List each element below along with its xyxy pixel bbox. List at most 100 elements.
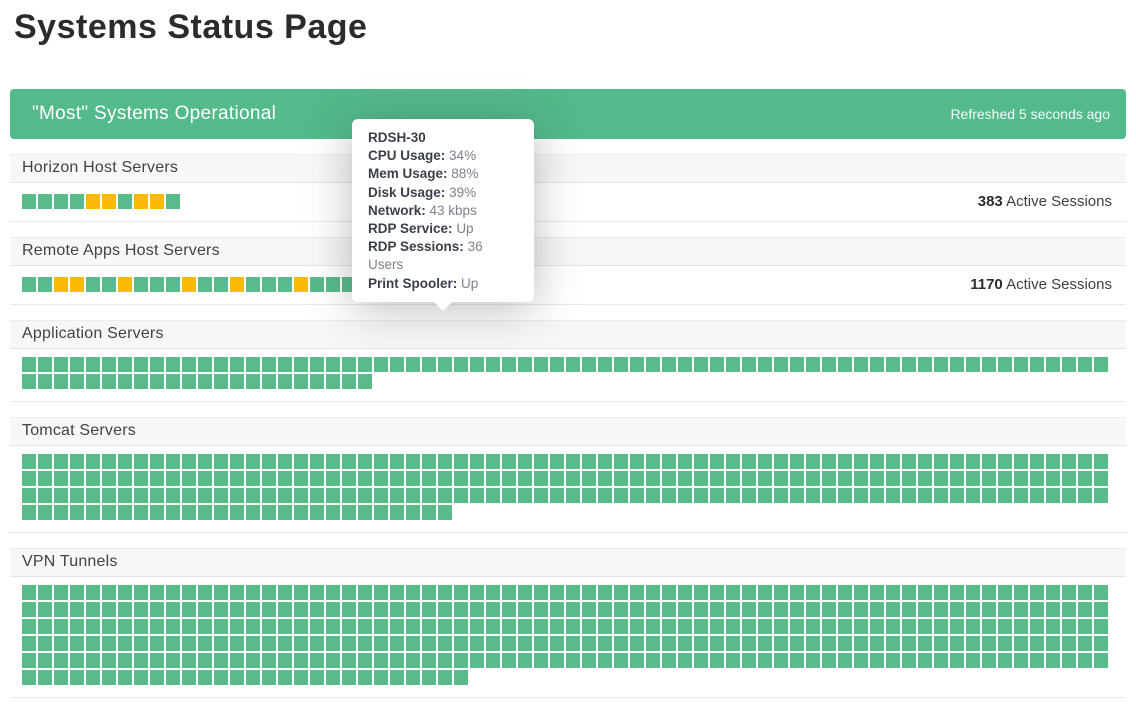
server-square-up[interactable]	[886, 602, 900, 617]
server-square-up[interactable]	[102, 653, 116, 668]
server-square-up[interactable]	[310, 619, 324, 634]
server-square-up[interactable]	[294, 471, 308, 486]
server-square-up[interactable]	[646, 357, 660, 372]
server-square-up[interactable]	[358, 585, 372, 600]
server-square-up[interactable]	[886, 488, 900, 503]
server-square-up[interactable]	[1030, 585, 1044, 600]
server-square-up[interactable]	[294, 670, 308, 685]
server-square-up[interactable]	[358, 454, 372, 469]
server-square-up[interactable]	[406, 505, 420, 520]
server-square-up[interactable]	[598, 653, 612, 668]
server-square-up[interactable]	[102, 585, 116, 600]
server-square-up[interactable]	[918, 619, 932, 634]
server-square-up[interactable]	[902, 454, 916, 469]
server-square-up[interactable]	[614, 636, 628, 651]
server-square-up[interactable]	[582, 471, 596, 486]
server-square-up[interactable]	[678, 454, 692, 469]
server-square-up[interactable]	[470, 636, 484, 651]
server-square-up[interactable]	[134, 636, 148, 651]
server-square-up[interactable]	[22, 277, 36, 292]
server-square-up[interactable]	[390, 488, 404, 503]
server-square-up[interactable]	[278, 619, 292, 634]
server-square-up[interactable]	[694, 357, 708, 372]
server-square-up[interactable]	[614, 619, 628, 634]
server-square-up[interactable]	[950, 357, 964, 372]
server-square-up[interactable]	[646, 619, 660, 634]
server-square-up[interactable]	[870, 653, 884, 668]
server-square-up[interactable]	[1046, 619, 1060, 634]
server-square-up[interactable]	[902, 636, 916, 651]
server-square-up[interactable]	[982, 619, 996, 634]
server-square-up[interactable]	[790, 585, 804, 600]
server-square-up[interactable]	[342, 505, 356, 520]
server-square-up[interactable]	[742, 619, 756, 634]
server-square-up[interactable]	[518, 454, 532, 469]
server-square-up[interactable]	[230, 505, 244, 520]
server-square-up[interactable]	[758, 488, 772, 503]
server-square-up[interactable]	[38, 636, 52, 651]
server-square-up[interactable]	[534, 357, 548, 372]
server-square-up[interactable]	[1030, 488, 1044, 503]
server-square-warn[interactable]	[54, 277, 68, 292]
server-square-up[interactable]	[758, 602, 772, 617]
server-square-up[interactable]	[806, 653, 820, 668]
server-square-up[interactable]	[742, 602, 756, 617]
server-square-up[interactable]	[870, 454, 884, 469]
server-square-up[interactable]	[422, 454, 436, 469]
server-square-up[interactable]	[214, 277, 228, 292]
server-square-up[interactable]	[646, 602, 660, 617]
server-square-up[interactable]	[454, 454, 468, 469]
server-square-up[interactable]	[102, 454, 116, 469]
server-square-up[interactable]	[998, 471, 1012, 486]
server-square-up[interactable]	[470, 488, 484, 503]
server-square-up[interactable]	[358, 374, 372, 389]
server-square-up[interactable]	[966, 357, 980, 372]
server-square-up[interactable]	[918, 471, 932, 486]
server-square-up[interactable]	[1046, 454, 1060, 469]
server-square-up[interactable]	[182, 357, 196, 372]
server-square-up[interactable]	[678, 488, 692, 503]
server-square-up[interactable]	[118, 636, 132, 651]
server-square-up[interactable]	[86, 636, 100, 651]
server-square-up[interactable]	[566, 602, 580, 617]
server-square-up[interactable]	[22, 653, 36, 668]
server-square-up[interactable]	[374, 471, 388, 486]
server-square-up[interactable]	[726, 636, 740, 651]
server-square-up[interactable]	[246, 471, 260, 486]
server-square-warn[interactable]	[134, 194, 148, 209]
server-square-up[interactable]	[1094, 454, 1108, 469]
server-square-up[interactable]	[38, 670, 52, 685]
server-square-up[interactable]	[70, 488, 84, 503]
server-square-up[interactable]	[470, 585, 484, 600]
server-square-up[interactable]	[822, 471, 836, 486]
server-square-up[interactable]	[390, 471, 404, 486]
server-square-up[interactable]	[726, 602, 740, 617]
server-square-up[interactable]	[54, 585, 68, 600]
server-square-up[interactable]	[998, 585, 1012, 600]
server-square-up[interactable]	[1014, 653, 1028, 668]
server-square-up[interactable]	[182, 653, 196, 668]
server-square-up[interactable]	[1046, 357, 1060, 372]
server-square-up[interactable]	[694, 602, 708, 617]
server-square-up[interactable]	[358, 357, 372, 372]
server-square-up[interactable]	[54, 357, 68, 372]
server-square-up[interactable]	[198, 471, 212, 486]
server-square-up[interactable]	[406, 585, 420, 600]
server-square-up[interactable]	[998, 653, 1012, 668]
server-square-up[interactable]	[854, 653, 868, 668]
server-square-up[interactable]	[102, 277, 116, 292]
server-square-up[interactable]	[70, 653, 84, 668]
server-square-up[interactable]	[262, 488, 276, 503]
server-square-up[interactable]	[694, 488, 708, 503]
server-square-up[interactable]	[70, 585, 84, 600]
server-square-up[interactable]	[582, 653, 596, 668]
server-square-up[interactable]	[246, 670, 260, 685]
server-square-up[interactable]	[966, 488, 980, 503]
server-square-up[interactable]	[1030, 636, 1044, 651]
server-square-up[interactable]	[310, 653, 324, 668]
server-square-up[interactable]	[726, 619, 740, 634]
server-square-up[interactable]	[838, 602, 852, 617]
server-square-up[interactable]	[598, 636, 612, 651]
server-square-up[interactable]	[454, 670, 468, 685]
server-square-up[interactable]	[966, 471, 980, 486]
